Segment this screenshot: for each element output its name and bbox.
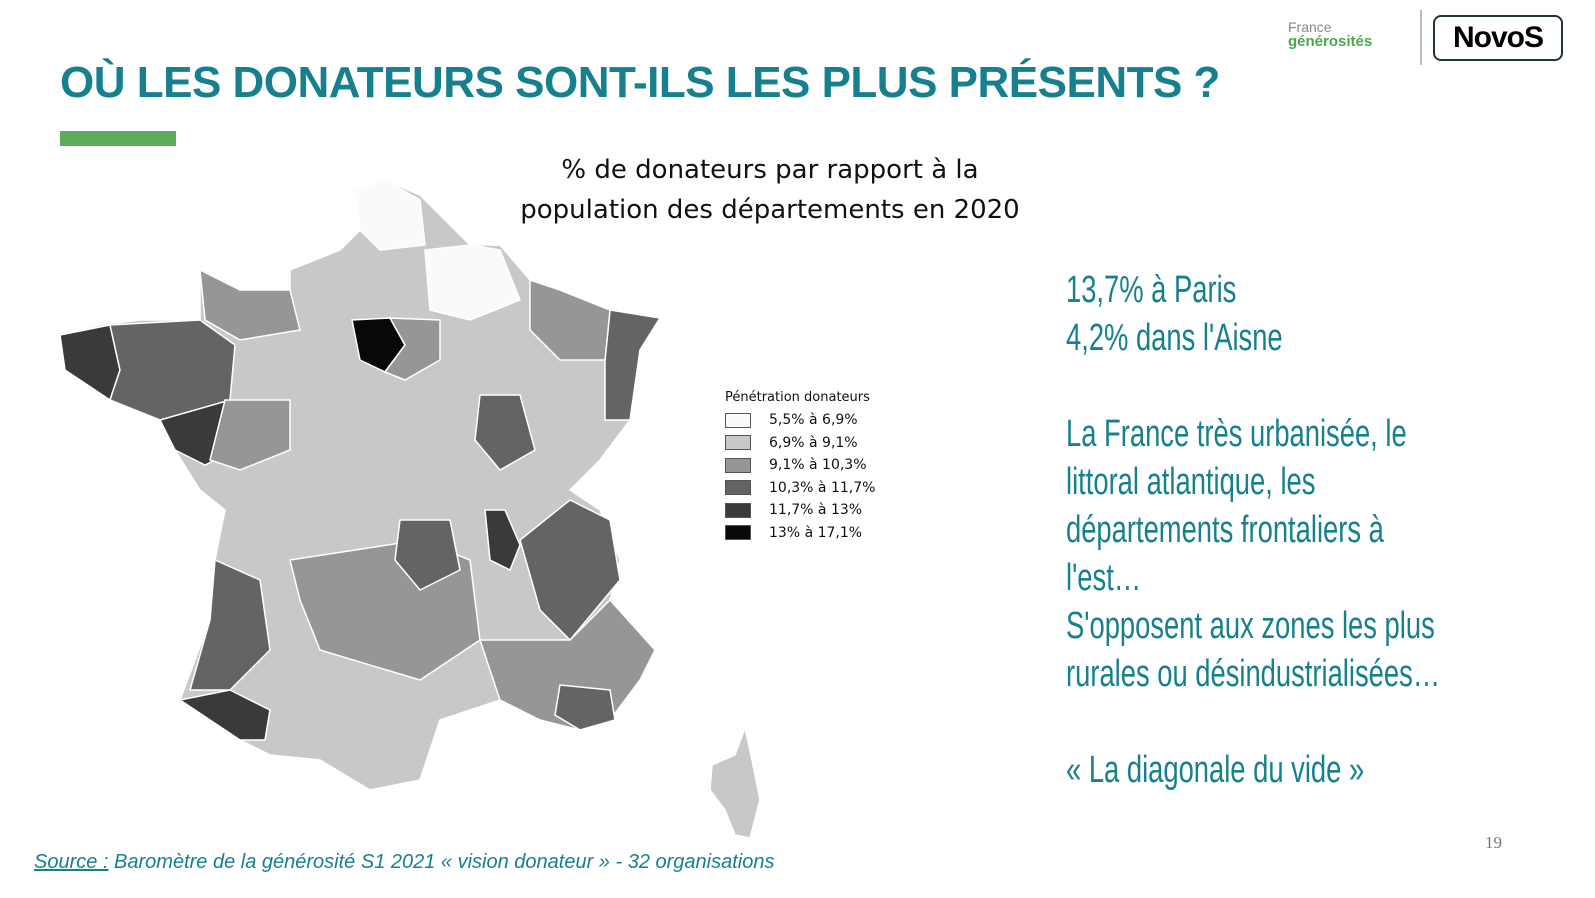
slide-title: OÙ LES DONATEURS SONT-ILS LES PLUS PRÉSE…: [60, 58, 1220, 107]
map-title: % de donateurs par rapport à la populatio…: [520, 155, 1020, 225]
legend-swatch: [725, 457, 751, 473]
legend-item: 11,7% à 13%: [725, 499, 875, 522]
region-pyrenees-atlantiques: [178, 689, 271, 741]
france-generosites-logo: France générosités: [1288, 19, 1373, 50]
accent-bar: [60, 131, 176, 146]
region-idf: [383, 317, 441, 381]
map-legend: Pénétration donateurs 5,5% à 6,9% 6,9% à…: [725, 390, 875, 544]
legend-swatch: [725, 502, 751, 518]
region-ouest-centre: [209, 399, 291, 471]
region-aisne: [424, 244, 521, 321]
region-finistere: [59, 324, 121, 402]
region-puy: [394, 519, 461, 591]
legend-title: Pénétration donateurs: [725, 390, 870, 405]
source-note: Source : Baromètre de la générosité S1 2…: [34, 851, 775, 873]
region-yonne: [474, 394, 536, 471]
region-alsace: [604, 309, 662, 421]
legend-swatch: [725, 412, 751, 428]
region-nord: [354, 179, 426, 251]
region-rhone: [484, 509, 521, 572]
legend-swatch: [725, 480, 751, 496]
legend-swatch: [725, 525, 751, 541]
logo-divider: [1420, 10, 1422, 65]
legend-item: 10,3% à 11,7%: [725, 477, 875, 500]
legend-item: 6,9% à 9,1%: [725, 432, 875, 455]
region-normandie: [199, 268, 301, 341]
legend-swatch: [725, 435, 751, 451]
novos-logo: NovoS: [1433, 15, 1563, 61]
commentary-text: 13,7% à Paris 4,2% dans l'Aisne La Franc…: [1066, 269, 1441, 791]
region-corse: [709, 725, 761, 839]
page-number: 19: [1485, 833, 1502, 852]
region-alpes: [519, 499, 621, 642]
legend-item: 5,5% à 6,9%: [725, 409, 875, 432]
legend-item: 9,1% à 10,3%: [725, 454, 875, 477]
region-lorraine: [529, 278, 611, 361]
legend-item: 13% à 17,1%: [725, 522, 875, 545]
region-var: [554, 684, 616, 731]
